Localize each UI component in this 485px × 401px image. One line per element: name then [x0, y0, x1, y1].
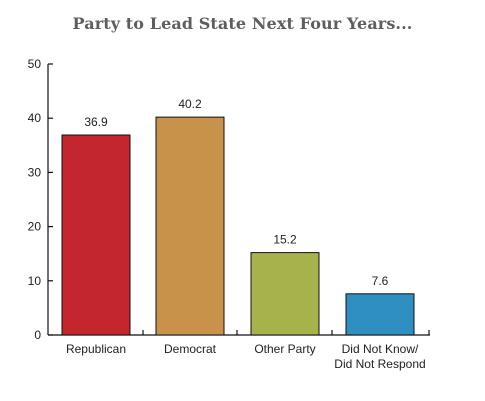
category-label: Democrat	[164, 342, 217, 356]
category-label: Republican	[66, 342, 126, 356]
chart-title: Party to Lead State Next Four Years...	[72, 14, 413, 33]
category-label: Other Party	[254, 342, 315, 356]
y-tick-label: 30	[28, 165, 42, 179]
y-tick-label: 20	[28, 220, 42, 234]
data-label: 40.2	[178, 97, 202, 111]
data-label: 15.2	[273, 233, 297, 247]
bars	[61, 116, 415, 336]
bar	[61, 134, 131, 336]
y-axis: 0 10 20 30 40 50	[28, 57, 53, 342]
data-label: 7.6	[372, 274, 389, 288]
y-tick-label: 40	[28, 111, 42, 125]
category-label: Did Not Know/	[342, 342, 419, 356]
category-label: Did Not Respond	[334, 357, 425, 371]
data-label: 36.9	[84, 115, 108, 129]
y-tick-label: 50	[28, 57, 42, 71]
y-tick-label: 10	[28, 274, 42, 288]
y-tick-label: 0	[34, 328, 41, 342]
category-labels: Republican Democrat Other Party Did Not Kno…	[66, 342, 426, 371]
bar	[345, 293, 415, 336]
data-labels: 36.9 40.2 15.2 7.6	[84, 97, 388, 288]
bar	[155, 116, 225, 336]
bar	[250, 252, 320, 336]
